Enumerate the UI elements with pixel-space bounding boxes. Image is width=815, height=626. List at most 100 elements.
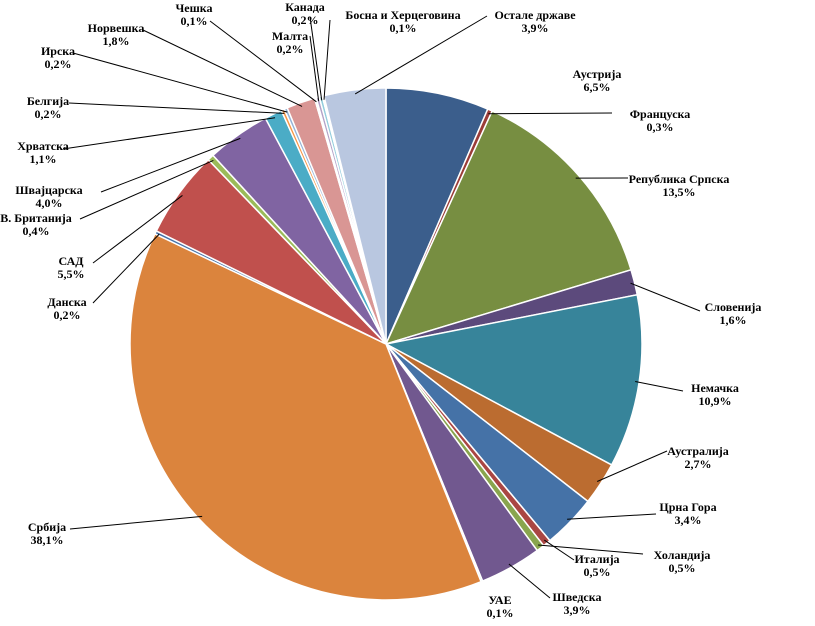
slice-label-5: Немачка 10,9% xyxy=(691,381,739,408)
slice-label-15: В. Британија 0,4% xyxy=(0,211,71,238)
leader-line-5 xyxy=(635,381,684,392)
slice-label-value: 3,4% xyxy=(675,513,702,527)
leader-line-24 xyxy=(323,19,331,100)
leader-line-9 xyxy=(538,544,644,555)
slice-label-name: Шведска xyxy=(553,590,602,604)
slice-labels: Аустрија 6,5% Француска 0,3% Република Српск… xyxy=(0,0,761,620)
pie-slice-12 xyxy=(129,232,483,601)
slice-label-23: Канада 0,2% xyxy=(285,0,325,27)
leader-line-23 xyxy=(309,16,323,101)
slice-label-name: Холандија xyxy=(654,548,711,562)
slice-label-17: Хрватска 1,1% xyxy=(17,139,69,166)
slice-label-value: 6,5% xyxy=(584,80,611,94)
slice-label-name: В. Британија xyxy=(0,211,71,225)
leader-line-22 xyxy=(309,35,320,102)
slice-label-11: УАЕ 0,1% xyxy=(487,593,514,620)
pie-slice-3 xyxy=(384,110,632,346)
slice-label-name: Република Српска xyxy=(629,172,730,186)
slice-label-value: 0,2% xyxy=(35,107,62,121)
slice-label-name: Аустралија xyxy=(667,444,729,458)
slice-label-name: Немачка xyxy=(691,381,739,395)
slice-label-name: Малта xyxy=(272,29,308,43)
leader-lines xyxy=(62,15,701,599)
leader-line-19 xyxy=(72,52,288,113)
slice-label-25: Остале државе 3,9% xyxy=(494,8,576,35)
leader-line-21 xyxy=(209,20,317,103)
slice-label-value: 0,4% xyxy=(23,224,50,238)
slice-label-3: Република Српска 13,5% xyxy=(629,172,730,199)
leader-line-25 xyxy=(354,15,488,95)
slice-label-name: Црна Гора xyxy=(659,500,716,514)
slice-label-name: Словенија xyxy=(705,300,762,314)
slice-label-name: САД xyxy=(59,254,85,268)
slice-label-value: 0,2% xyxy=(45,57,72,71)
slice-label-value: 0,5% xyxy=(584,565,611,579)
slice-label-name: Ирска xyxy=(41,44,75,58)
slice-label-22: Малта 0,2% xyxy=(272,29,308,56)
slice-label-value: 0,2% xyxy=(277,42,304,56)
leader-line-6 xyxy=(596,450,668,482)
slice-label-name: Швајцарска xyxy=(15,183,82,197)
slice-label-18: Белгија 0,2% xyxy=(27,94,69,121)
leader-line-7 xyxy=(567,513,657,520)
slice-label-value: 3,9% xyxy=(522,21,549,35)
slice-label-value: 1,6% xyxy=(720,313,747,327)
slice-label-7: Црна Гора 3,4% xyxy=(659,500,716,527)
leader-line-13 xyxy=(92,233,160,304)
slice-label-name: Остале државе xyxy=(494,8,576,22)
slice-label-name: Босна и Херцеговина xyxy=(345,8,460,22)
slice-label-name: Чешка xyxy=(176,1,213,15)
slice-label-value: 0,2% xyxy=(292,13,319,27)
slice-label-value: 10,9% xyxy=(699,394,732,408)
leader-line-2 xyxy=(488,112,613,115)
leader-line-14 xyxy=(92,195,183,264)
slice-label-name: Хрватска xyxy=(17,139,69,153)
slice-label-value: 0,3% xyxy=(647,120,674,134)
slice-label-value: 0,5% xyxy=(669,561,696,575)
slice-label-value: 0,1% xyxy=(181,14,208,28)
pie-slices xyxy=(129,87,643,601)
leader-line-4 xyxy=(630,282,701,312)
slice-label-value: 38,1% xyxy=(31,533,64,547)
slice-label-value: 0,2% xyxy=(54,308,81,322)
leader-line-16 xyxy=(100,137,241,193)
slice-label-16: Швајцарска 4,0% xyxy=(15,183,82,210)
slice-label-name: Италија xyxy=(574,552,619,566)
slice-label-2: Француска 0,3% xyxy=(630,107,691,134)
slice-label-21: Чешка 0,1% xyxy=(176,1,213,28)
slice-label-name: УАЕ xyxy=(488,593,511,607)
slice-label-20: Норвешка 1,8% xyxy=(88,21,145,48)
leader-line-10 xyxy=(508,563,551,599)
slice-label-value: 1,1% xyxy=(30,152,57,166)
leader-line-12 xyxy=(69,515,203,530)
slice-label-name: Норвешка xyxy=(88,21,145,35)
slice-label-13: Данска 0,2% xyxy=(47,295,86,322)
slice-label-value: 2,7% xyxy=(685,457,712,471)
leader-line-20 xyxy=(142,29,303,107)
slice-label-name: Данска xyxy=(47,295,86,309)
slice-label-12: Србија 38,1% xyxy=(28,520,66,547)
leader-line-18 xyxy=(68,102,285,114)
slice-label-10: Шведска 3,9% xyxy=(553,590,602,617)
slice-label-value: 0,1% xyxy=(487,606,514,620)
slice-label-6: Аустралија 2,7% xyxy=(667,444,729,471)
slice-label-24: Босна и Херцеговина 0,1% xyxy=(345,8,460,35)
leader-line-15 xyxy=(79,159,214,220)
slice-label-value: 4,0% xyxy=(36,196,63,210)
slice-label-value: 0,1% xyxy=(390,21,417,35)
slice-label-value: 5,5% xyxy=(58,267,85,281)
slice-label-value: 1,8% xyxy=(103,34,130,48)
slice-label-8: Италија 0,5% xyxy=(574,552,619,579)
slice-label-name: Аустрија xyxy=(573,67,622,81)
slice-label-value: 3,9% xyxy=(564,603,591,617)
slice-label-14: САД 5,5% xyxy=(58,254,85,281)
leader-line-17 xyxy=(62,117,276,150)
slice-label-19: Ирска 0,2% xyxy=(41,44,75,71)
slice-label-1: Аустрија 6,5% xyxy=(573,67,622,94)
slice-label-name: Србија xyxy=(28,520,66,534)
slice-label-name: Француска xyxy=(630,107,691,121)
slice-label-name: Белгија xyxy=(27,94,69,108)
slice-label-name: Канада xyxy=(285,0,325,14)
